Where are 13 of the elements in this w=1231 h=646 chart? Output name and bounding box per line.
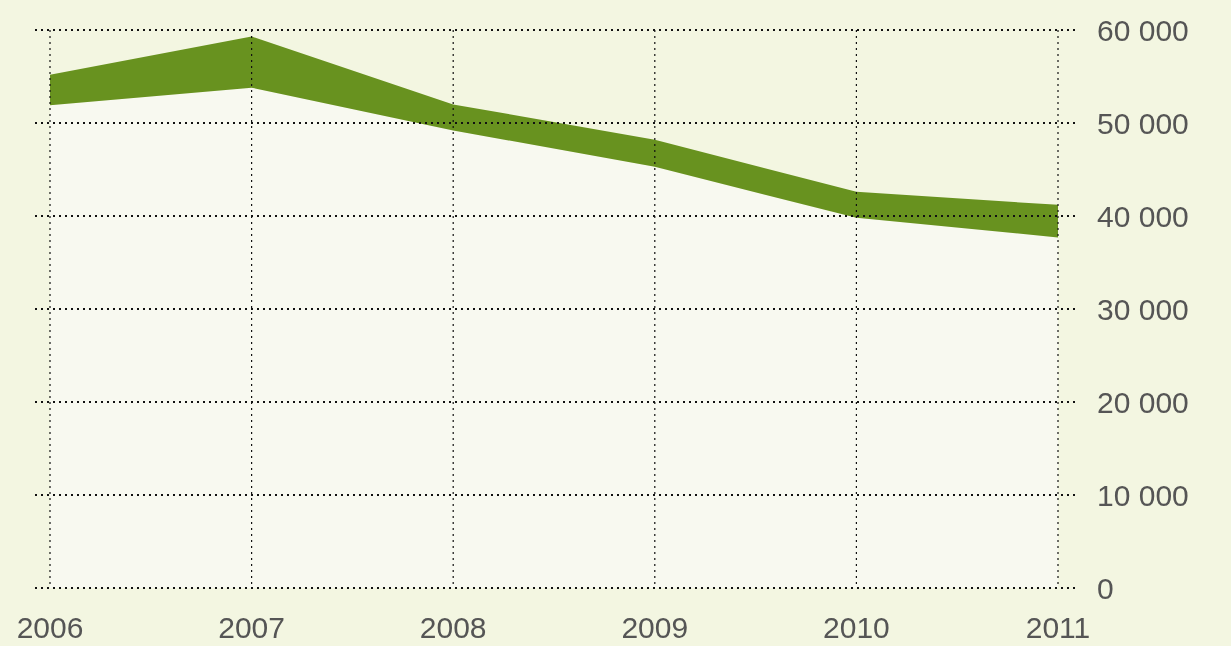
y-tick-label: 0 bbox=[1097, 571, 1114, 605]
x-tick-label: 2010 bbox=[823, 611, 890, 644]
y-tick-label: 30 000 bbox=[1097, 292, 1189, 326]
y-tick-label: 40 000 bbox=[1097, 199, 1189, 233]
x-tick-label: 2006 bbox=[16, 611, 84, 644]
x-tick-label: 2009 bbox=[621, 611, 689, 644]
y-tick-label: 10 000 bbox=[1097, 478, 1189, 512]
y-tick-label: 20 000 bbox=[1097, 385, 1189, 419]
y-tick-label: 60 000 bbox=[1097, 13, 1189, 47]
x-tick-label: 2008 bbox=[419, 611, 487, 644]
x-tick-label: 2007 bbox=[218, 611, 285, 644]
x-tick-label: 2011 bbox=[1025, 611, 1091, 644]
y-tick-label: 50 000 bbox=[1097, 106, 1189, 140]
